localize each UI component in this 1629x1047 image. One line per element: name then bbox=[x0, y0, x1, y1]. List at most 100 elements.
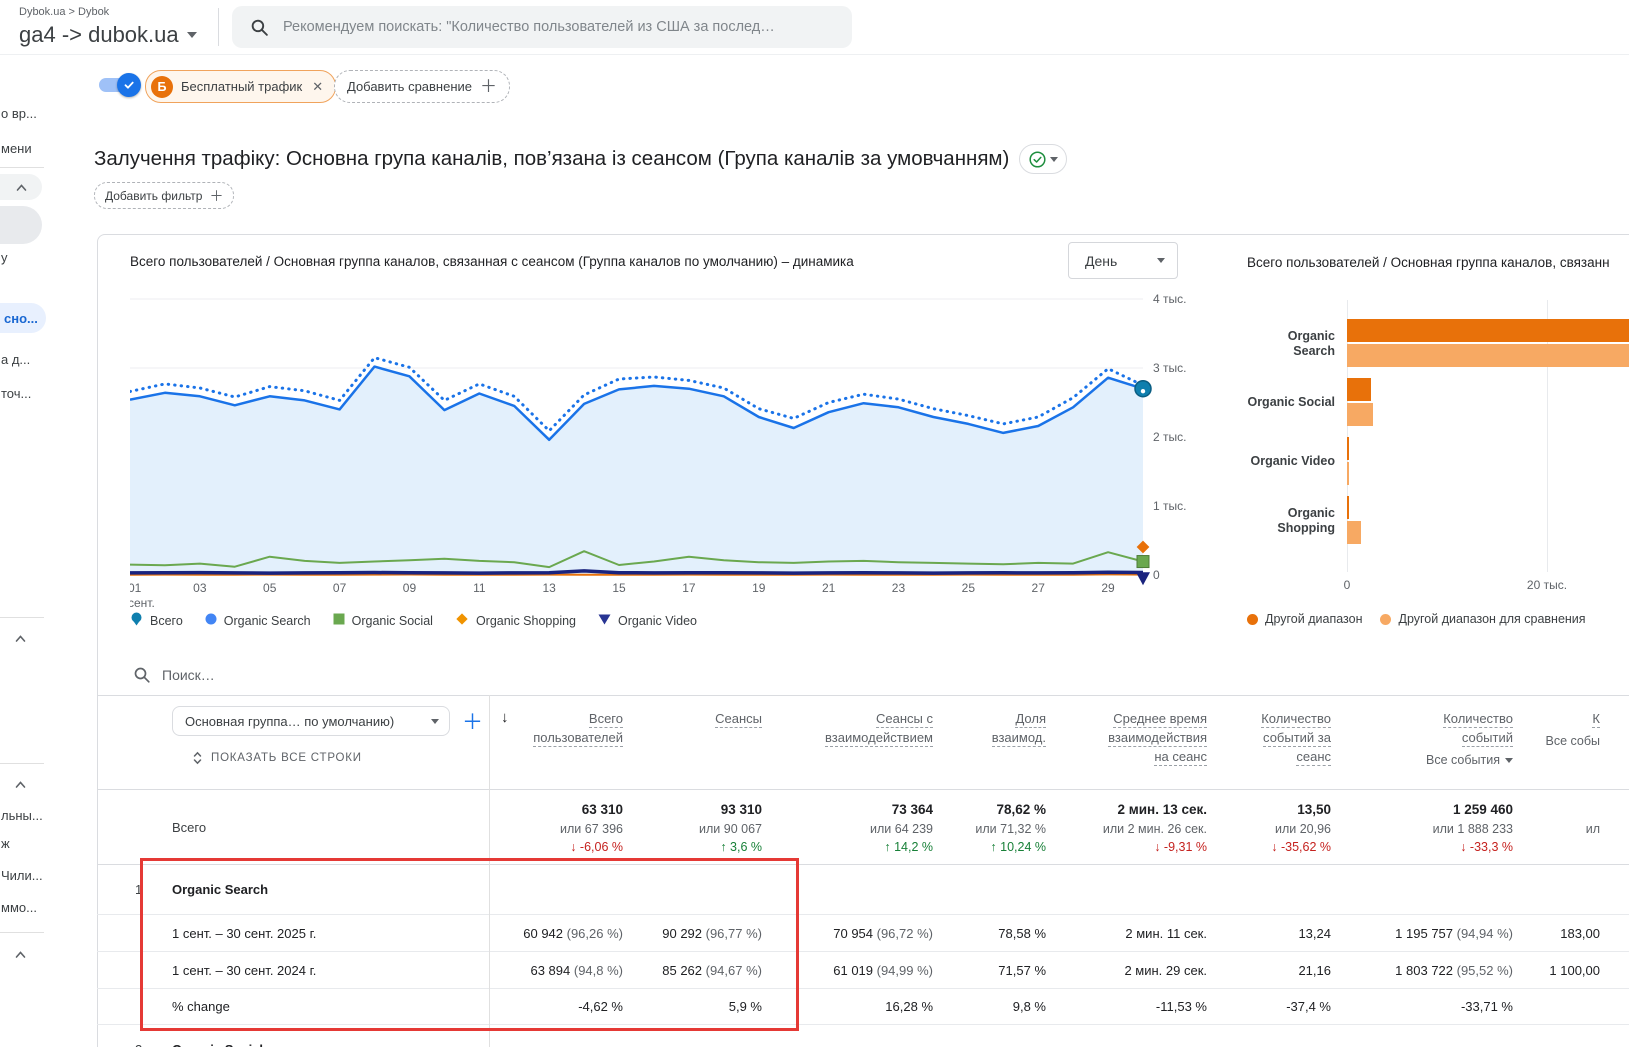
granularity-select[interactable]: День bbox=[1068, 242, 1178, 279]
table-search-input[interactable]: Поиск… bbox=[162, 667, 215, 683]
column-header[interactable]: Сеансы bbox=[623, 696, 762, 789]
legend-item[interactable]: Другой диапазон bbox=[1247, 612, 1362, 626]
sidebar-item[interactable]: у bbox=[1, 250, 8, 265]
legend-item[interactable]: Organic Search bbox=[205, 613, 311, 628]
svg-text:05: 05 bbox=[263, 581, 277, 595]
events-dropdown[interactable]: Все события bbox=[1331, 753, 1513, 767]
column-header[interactable]: КоличествособытийВсе события bbox=[1331, 696, 1513, 789]
sidebar-item[interactable]: а д... bbox=[1, 352, 30, 367]
sidebar-item[interactable]: точ... bbox=[1, 386, 31, 401]
legend-label: Organic Video bbox=[618, 614, 697, 628]
dimension-dropdown[interactable]: Основная группа… по умолчанию) bbox=[172, 706, 450, 736]
metric-cell: 21,16 bbox=[1207, 952, 1331, 988]
sidebar-collapse-pill[interactable] bbox=[0, 174, 42, 200]
toggle-check-icon bbox=[117, 73, 141, 97]
legend-label: Всего bbox=[150, 614, 183, 628]
legend-item[interactable]: Всего bbox=[130, 612, 183, 629]
metric-cell: 1 100,00 bbox=[1513, 952, 1629, 988]
bar-axis-label: 0 bbox=[1307, 578, 1387, 592]
events-dropdown[interactable]: Все собы bbox=[1513, 734, 1629, 748]
svg-text:21: 21 bbox=[822, 581, 836, 595]
metric-cell: 1 803 722 (95,52 %) bbox=[1331, 952, 1513, 988]
date-range-label: 1 сент. – 30 сент. 2025 г. bbox=[172, 926, 316, 941]
bar-current bbox=[1347, 319, 1629, 342]
granularity-value: День bbox=[1085, 253, 1117, 269]
remove-segment-icon[interactable]: ✕ bbox=[310, 79, 325, 95]
bar-current bbox=[1347, 437, 1349, 460]
column-header[interactable]: Сеансы свзаимодействием bbox=[762, 696, 933, 789]
legend-label: Другой диапазон для сравнения bbox=[1398, 612, 1585, 626]
metric-cell: 78,58 % bbox=[933, 915, 1046, 951]
line-chart-title: Всего пользователей / Основная группа ка… bbox=[130, 254, 854, 269]
search-icon bbox=[250, 18, 269, 37]
table-row: 2Organic Social bbox=[97, 1025, 1629, 1047]
sidebar-item[interactable]: ммо... bbox=[1, 900, 37, 915]
page-title: Залучення трафіку: Основна група каналів… bbox=[94, 147, 1009, 171]
sidebar-item-selected[interactable]: сно... bbox=[0, 303, 46, 333]
metric-cell: 2 мин. 11 сек. bbox=[1046, 915, 1207, 951]
totals-cell: 63 310или 67 396↓ -6,06 % bbox=[489, 790, 623, 864]
channel-name: Organic Social bbox=[172, 1042, 263, 1047]
totals-cell: 1 259 460или 1 888 233↓ -33,3 % bbox=[1331, 790, 1513, 864]
legend-label: Organic Social bbox=[352, 614, 433, 628]
date-range-label: % change bbox=[172, 999, 230, 1014]
metric-cell: 16,28 % bbox=[762, 989, 933, 1024]
svg-text:23: 23 bbox=[892, 581, 906, 595]
table-row: Основная группа… по умолчанию) ＋ ПОКАЗАТЬ … bbox=[97, 695, 1629, 790]
sidebar-item[interactable]: ж bbox=[1, 836, 10, 851]
plus-icon: ＋ bbox=[209, 189, 223, 203]
svg-text:3 тыс.: 3 тыс. bbox=[1153, 361, 1186, 375]
sidebar-pill[interactable] bbox=[0, 206, 42, 244]
svg-text:19: 19 bbox=[752, 581, 766, 595]
date-range-label: 1 сент. – 30 сент. 2024 г. bbox=[172, 963, 316, 978]
column-header[interactable]: Среднее времявзаимодействияна сеанс bbox=[1046, 696, 1207, 789]
legend-item[interactable]: Organic Social bbox=[333, 613, 433, 628]
report-status-dropdown[interactable] bbox=[1019, 144, 1067, 174]
bar-category-label: Organic Shopping bbox=[1247, 491, 1335, 550]
metric-cell: 90 292 (96,77 %) bbox=[623, 915, 762, 951]
show-all-rows-button[interactable]: ПОКАЗАТЬ ВСЕ СТРОКИ bbox=[192, 751, 362, 765]
collapse-chevron-icon[interactable] bbox=[14, 630, 27, 648]
metric-cell: 9,8 % bbox=[933, 989, 1046, 1024]
check-circle-icon bbox=[1029, 151, 1046, 168]
sidebar-divider bbox=[0, 932, 44, 933]
caret-down-icon bbox=[1157, 258, 1165, 263]
legend-item[interactable]: Organic Shopping bbox=[455, 612, 576, 629]
add-filter-button[interactable]: Добавить фильтр ＋ bbox=[94, 182, 234, 209]
global-search-input[interactable]: Рекомендуем поискать: "Количество пользо… bbox=[232, 6, 852, 48]
bar-category-label: Organic Social bbox=[1247, 373, 1335, 432]
add-comparison-label: Добавить сравнение bbox=[347, 79, 472, 94]
svg-text:сент.: сент. bbox=[130, 596, 155, 610]
sidebar-item[interactable]: мени bbox=[1, 141, 32, 156]
svg-text:01: 01 bbox=[130, 581, 142, 595]
add-comparison-button[interactable]: Добавить сравнение ＋ bbox=[334, 70, 510, 103]
bar-category-label: Organic Video bbox=[1247, 432, 1335, 491]
bar-comparison bbox=[1347, 344, 1629, 367]
metric-cell: -37,4 % bbox=[1207, 989, 1331, 1024]
totals-cell: 93 310или 90 067↑ 3,6 % bbox=[623, 790, 762, 864]
column-header[interactable]: КВсе собы bbox=[1513, 696, 1629, 789]
metric-cell: 85 262 (94,67 %) bbox=[623, 952, 762, 988]
segment-badge: Б bbox=[151, 76, 173, 98]
sidebar-divider bbox=[0, 763, 44, 764]
collapse-chevron-icon[interactable] bbox=[14, 776, 27, 794]
column-header[interactable]: ↓Всегопользователей bbox=[489, 696, 623, 789]
sidebar-item[interactable]: льны... bbox=[1, 808, 43, 823]
caret-down-icon bbox=[431, 719, 439, 724]
totals-cell: 78,62 %или 71,32 %↑ 10,24 % bbox=[933, 790, 1046, 864]
segment-toggle[interactable] bbox=[99, 78, 137, 92]
segment-chip[interactable]: Б Бесплатный трафик ✕ bbox=[145, 70, 336, 103]
add-dimension-button[interactable]: ＋ bbox=[462, 706, 483, 736]
sidebar-item[interactable]: Чили... bbox=[1, 868, 43, 883]
svg-text:27: 27 bbox=[1032, 581, 1046, 595]
metric-cell: -33,71 % bbox=[1331, 989, 1513, 1024]
header-divider bbox=[0, 54, 1629, 55]
sidebar-item[interactable]: о вр... bbox=[1, 106, 37, 121]
group-row: 2Organic Social bbox=[97, 1025, 489, 1047]
svg-text:13: 13 bbox=[542, 581, 556, 595]
column-header[interactable]: Долявзаимод. bbox=[933, 696, 1046, 789]
legend-item[interactable]: Organic Video bbox=[598, 614, 697, 628]
column-header[interactable]: Количествособытий засеанс bbox=[1207, 696, 1331, 789]
legend-item[interactable]: Другой диапазон для сравнения bbox=[1380, 612, 1585, 626]
collapse-chevron-icon[interactable] bbox=[14, 946, 27, 964]
